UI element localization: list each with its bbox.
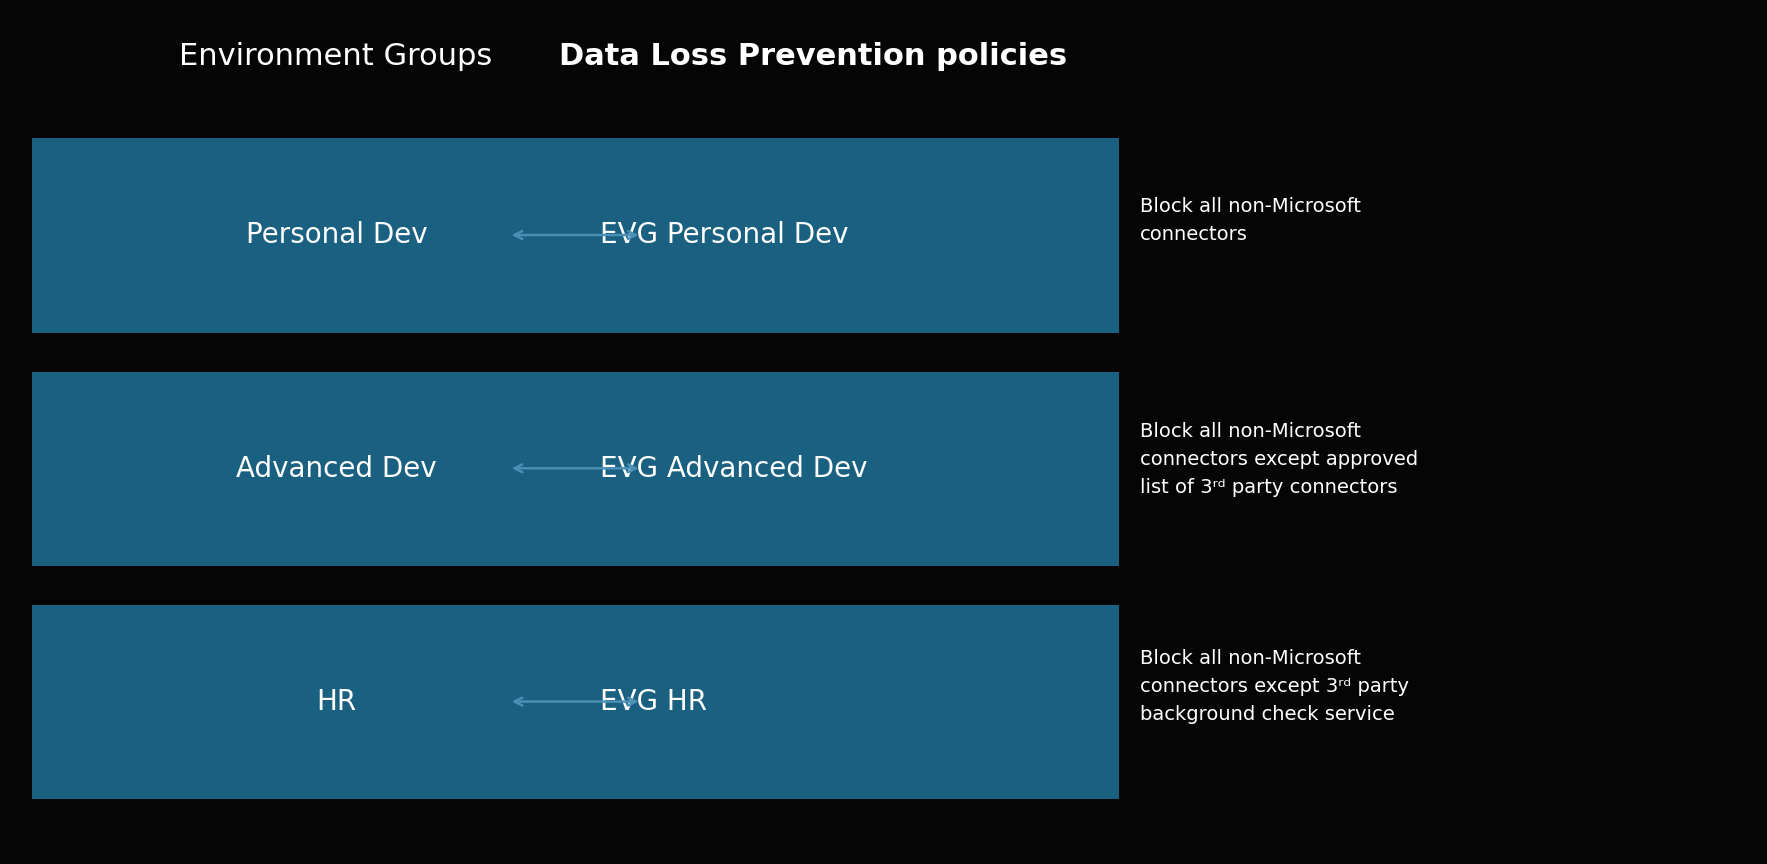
FancyBboxPatch shape (509, 605, 1119, 799)
Text: Advanced Dev: Advanced Dev (237, 454, 436, 483)
FancyBboxPatch shape (32, 138, 641, 333)
Text: EVG HR: EVG HR (601, 688, 707, 716)
Text: Data Loss Prevention policies: Data Loss Prevention policies (558, 41, 1067, 71)
Text: Environment Groups: Environment Groups (178, 41, 493, 71)
FancyBboxPatch shape (509, 372, 1119, 566)
FancyBboxPatch shape (509, 138, 1119, 333)
Text: EVG Advanced Dev: EVG Advanced Dev (601, 454, 868, 483)
Text: Block all non-Microsoft
connectors except approved
list of 3ʳᵈ party connectors: Block all non-Microsoft connectors excep… (1140, 422, 1417, 497)
FancyBboxPatch shape (32, 372, 641, 566)
Text: EVG Personal Dev: EVG Personal Dev (601, 221, 848, 250)
Text: HR: HR (316, 688, 357, 716)
FancyBboxPatch shape (32, 605, 641, 799)
Text: Block all non-Microsoft
connectors except 3ʳᵈ party
background check service: Block all non-Microsoft connectors excep… (1140, 650, 1408, 724)
Text: Personal Dev: Personal Dev (246, 221, 428, 250)
Text: Block all non-Microsoft
connectors: Block all non-Microsoft connectors (1140, 197, 1361, 244)
